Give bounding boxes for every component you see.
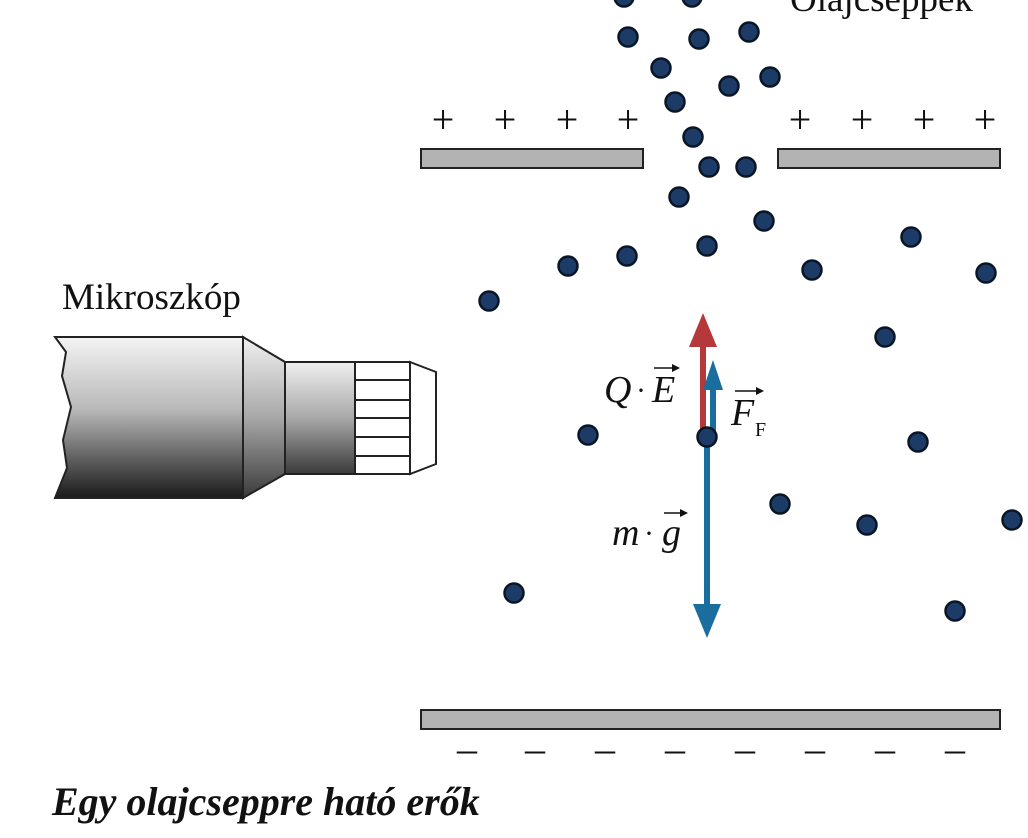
oil-droplet [478, 290, 500, 312]
top-plate-left [420, 148, 644, 169]
oil-droplet [682, 126, 704, 148]
plus-sign: + [617, 97, 640, 142]
oil-droplet [735, 156, 757, 178]
figure-caption: Egy olajcseppre ható erők [52, 779, 480, 824]
vector-arrowhead [672, 364, 680, 372]
central-oil-droplet [696, 426, 718, 448]
oil-droplet [874, 326, 896, 348]
minus-sign: – [874, 726, 896, 771]
oil-droplet [577, 424, 599, 446]
plus-sign: + [432, 97, 455, 142]
minus-sign: – [944, 726, 966, 771]
oil-droplet [907, 431, 929, 453]
top-plate-right [777, 148, 1001, 169]
electric-force-label: Q · E [604, 364, 680, 411]
vector-arrowhead [680, 509, 688, 517]
oil-droplet [975, 262, 997, 284]
minus-sign: – [594, 726, 616, 771]
oil-droplet [557, 255, 579, 277]
oil-droplet [759, 66, 781, 88]
oil-droplet [664, 91, 686, 113]
microscope-body [53, 336, 244, 499]
oil-droplet [650, 57, 672, 79]
plus-sign: + [556, 97, 579, 142]
plus-sign: + [851, 97, 874, 142]
microscope-barrel [284, 361, 356, 475]
oil-droplet [753, 210, 775, 232]
mass-symbol: m [612, 512, 639, 554]
vector-arrowhead [756, 387, 764, 395]
oil-droplet [696, 235, 718, 257]
microscope-lens [409, 360, 437, 476]
oil-droplet [616, 245, 638, 267]
dot-operator: · [644, 517, 654, 550]
dot-operator: · [636, 374, 646, 407]
oil-droplet [738, 21, 760, 43]
oil-droplet [801, 259, 823, 281]
oil-droplet [668, 186, 690, 208]
oil-droplet [681, 0, 703, 8]
gravity-symbol: g [662, 512, 681, 554]
charge-symbol: Q [604, 369, 631, 411]
oil-droplet [900, 226, 922, 248]
electric-force-arrowhead [689, 313, 717, 347]
microscope-icon [53, 335, 437, 500]
oil-droplet [1001, 509, 1023, 531]
buoyancy-subscript: F [755, 419, 766, 441]
oil-droplet [688, 28, 710, 50]
oil-droplet [856, 514, 878, 536]
minus-sign: – [734, 726, 756, 771]
oil-droplet [613, 0, 635, 8]
minus-sign: – [524, 726, 546, 771]
force-arrows [689, 313, 723, 638]
microscope-taper [242, 335, 286, 500]
plus-sign: + [494, 97, 517, 142]
plus-sign: + [974, 97, 997, 142]
buoyancy-force-arrowhead [703, 360, 723, 390]
minus-sign: – [804, 726, 826, 771]
field-symbol: E [651, 369, 675, 411]
oil-droplet [769, 493, 791, 515]
plus-sign: + [913, 97, 936, 142]
oil-droplets [478, 0, 1023, 622]
positive-charges: + + + + + + + + [432, 97, 997, 142]
oil-droplet [944, 600, 966, 622]
droplets-label: Olajcseppek [790, 0, 973, 21]
plus-sign: + [789, 97, 812, 142]
bottom-plate [420, 709, 1001, 730]
oil-droplet [718, 75, 740, 97]
microscope-label: Mikroszkóp [62, 277, 241, 318]
buoyancy-force-label: F F [730, 387, 766, 441]
oil-droplet [698, 156, 720, 178]
buoyancy-symbol: F [730, 392, 755, 434]
gravity-force-label: m · g [612, 509, 688, 554]
negative-charges: – – – – – – – – [456, 726, 966, 771]
oil-droplet [503, 582, 525, 604]
minus-sign: – [664, 726, 686, 771]
gravity-force-arrowhead [693, 604, 721, 638]
oil-droplet [617, 26, 639, 48]
minus-sign: – [456, 726, 478, 771]
